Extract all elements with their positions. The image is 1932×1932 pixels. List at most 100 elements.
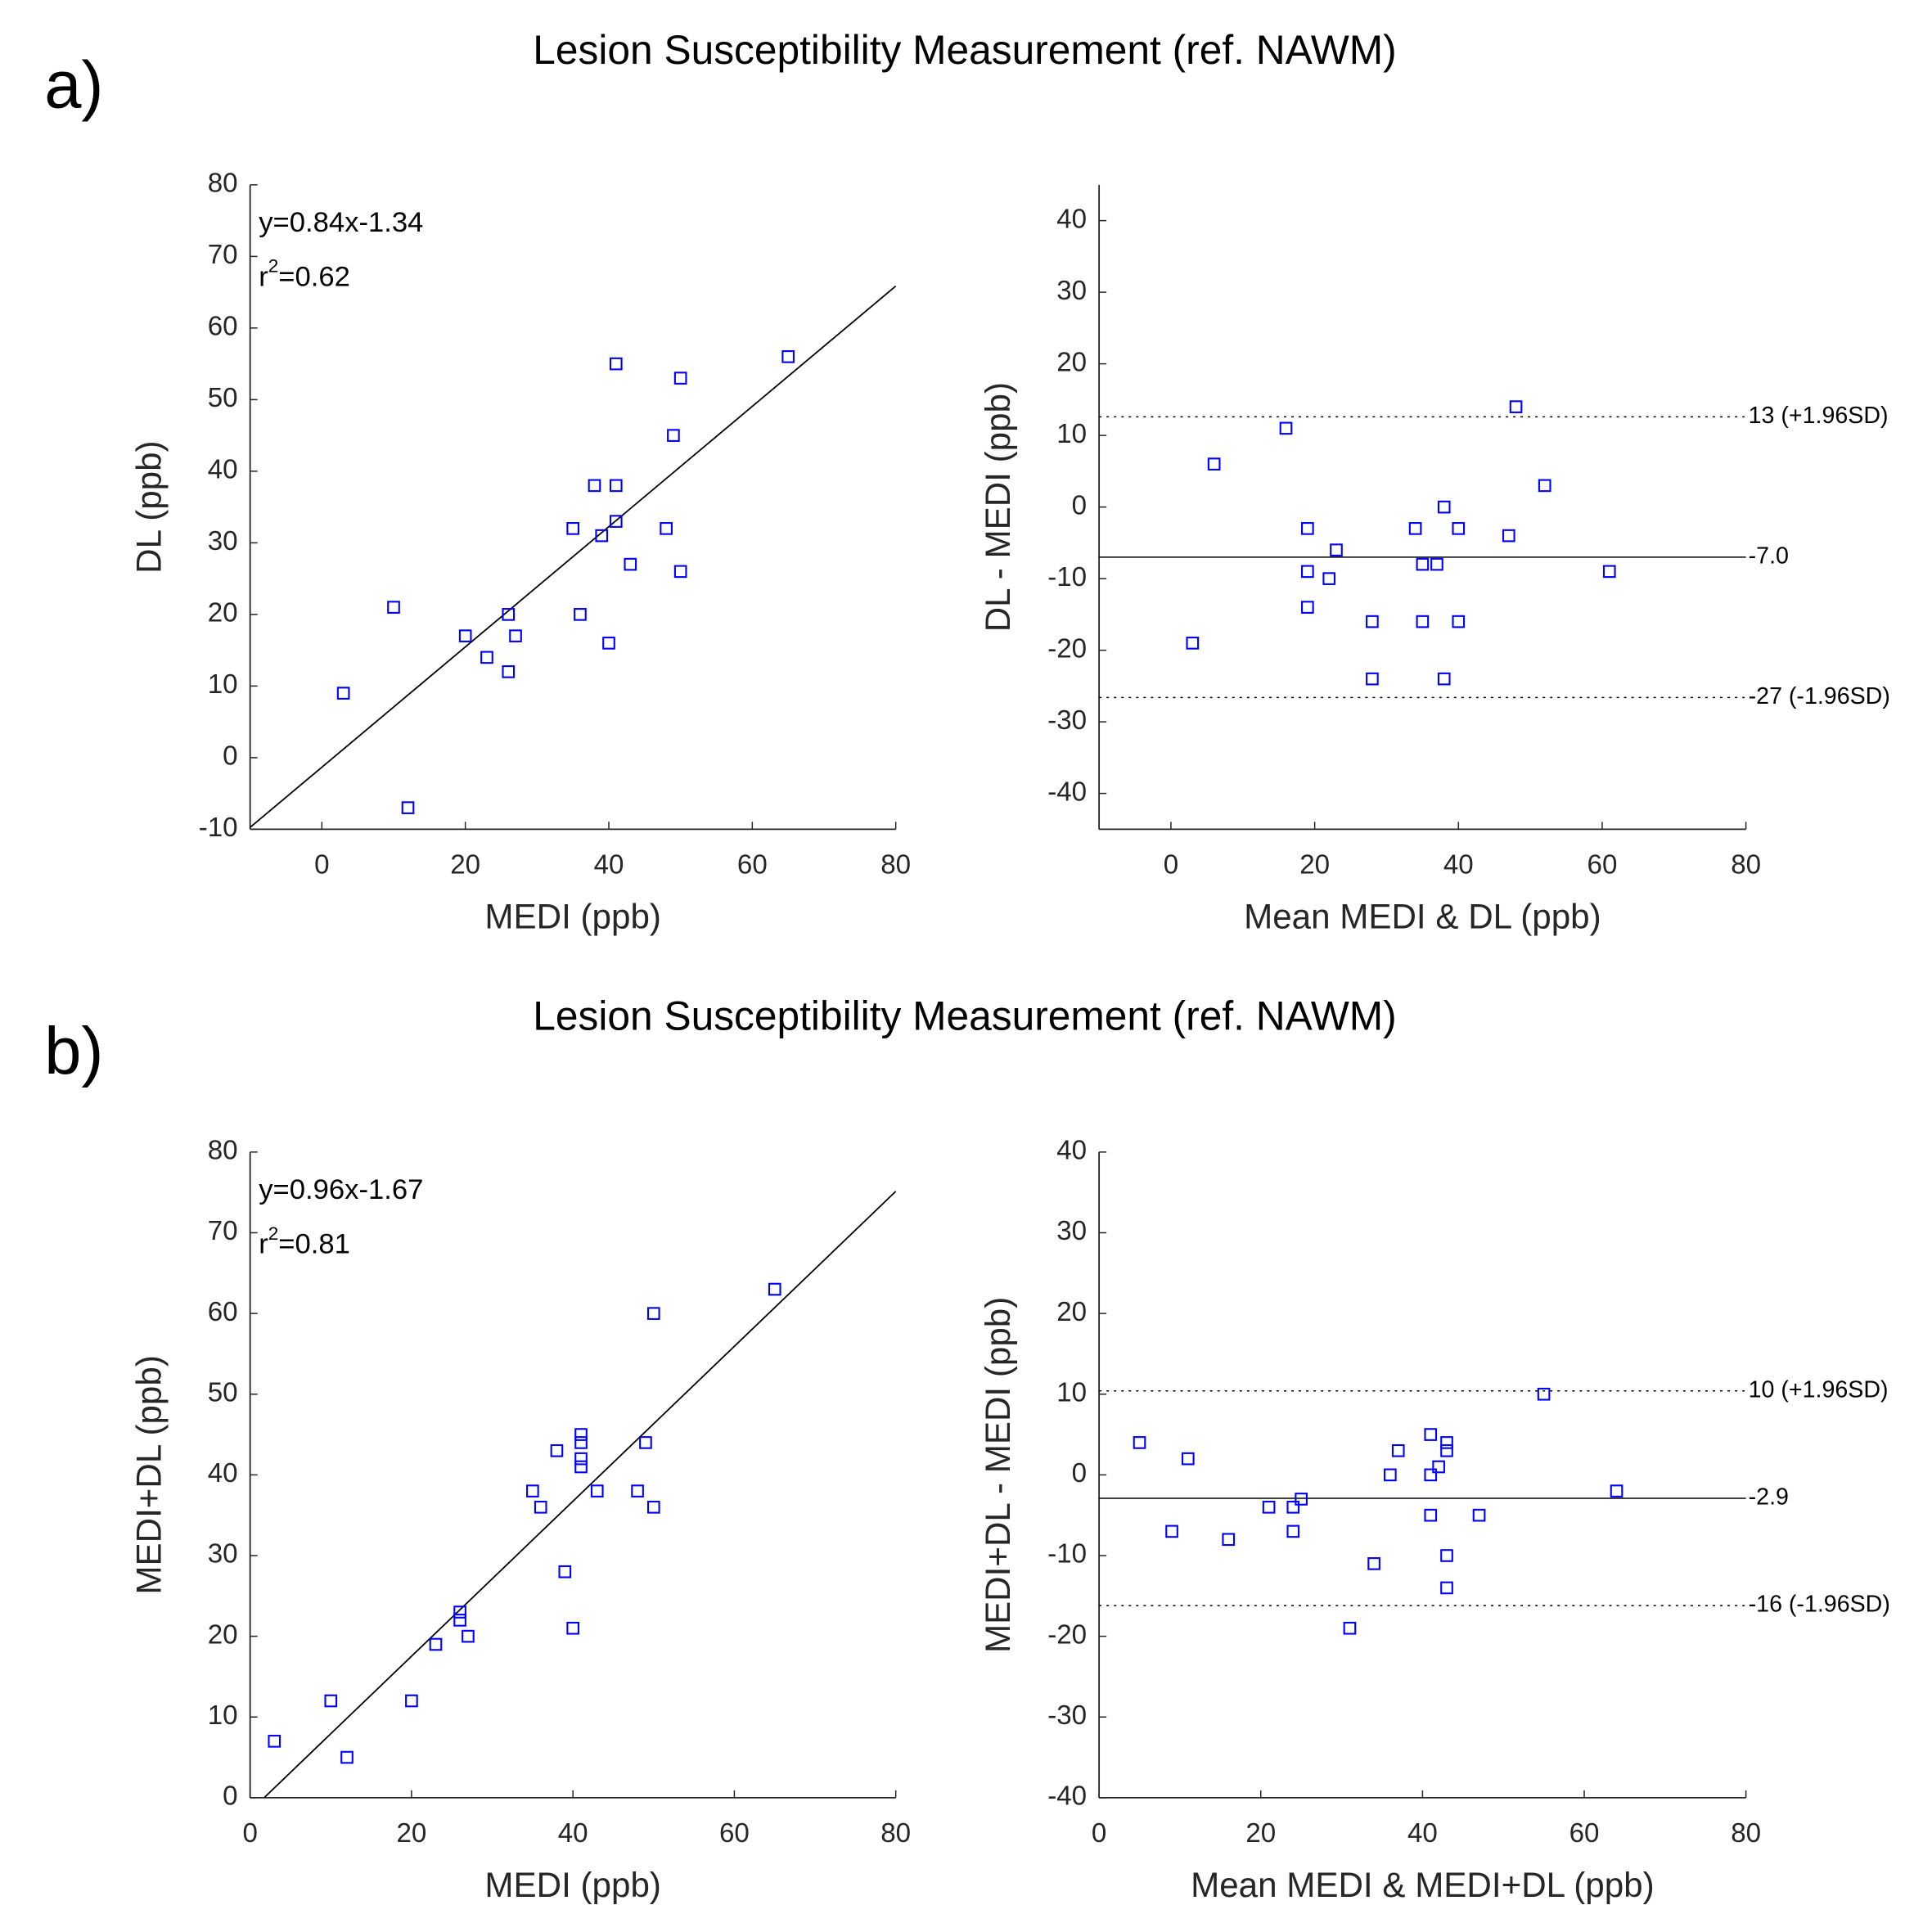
point (509, 629, 522, 642)
point (387, 601, 400, 614)
y-tick-label: 0 (223, 1781, 237, 1812)
point (1186, 637, 1200, 650)
point (595, 529, 609, 543)
point (1181, 1452, 1195, 1466)
y-tick-label: -10 (199, 813, 238, 843)
y-tick-label: 50 (208, 383, 238, 413)
x-tick-label: 80 (880, 1818, 911, 1849)
point (401, 801, 415, 814)
reference-label: -7.0 (1749, 543, 1789, 569)
x-axis-label: MEDI (ppb) (484, 897, 661, 935)
x-tick-label: 0 (314, 849, 329, 880)
point (781, 350, 795, 363)
reference-label: -16 (-1.96SD) (1749, 1592, 1890, 1618)
point (1286, 1524, 1300, 1538)
x-tick-label: 80 (880, 849, 911, 880)
point (1207, 457, 1221, 471)
x-tick-label: 60 (719, 1818, 750, 1849)
x-tick-label: 0 (242, 1818, 257, 1849)
point (624, 557, 637, 571)
point (574, 1460, 588, 1474)
y-tick-label: 40 (208, 455, 238, 485)
point (534, 1500, 547, 1514)
point (566, 522, 579, 535)
point (1343, 1621, 1357, 1635)
point (1391, 1443, 1405, 1457)
point (480, 651, 493, 664)
point (1262, 1500, 1276, 1514)
y-tick-label: -40 (1047, 777, 1087, 807)
point (429, 1637, 443, 1651)
point (1452, 522, 1466, 535)
y-tick-label: 30 (208, 526, 238, 556)
x-tick-label: 60 (737, 849, 768, 880)
point (602, 637, 615, 650)
point (336, 687, 350, 700)
x-axis-label: Mean MEDI & MEDI+DL (ppb) (1191, 1866, 1655, 1904)
point (1366, 615, 1379, 628)
point (1432, 1460, 1445, 1474)
point (588, 479, 601, 493)
y-tick-label: 40 (1056, 204, 1087, 234)
x-tick-label: 40 (1407, 1818, 1438, 1849)
y-tick-label: 50 (208, 1377, 238, 1407)
y-axis-label: MEDI+DL (ppb) (129, 1355, 168, 1594)
reference-label: -27 (-1.96SD) (1749, 683, 1890, 709)
point (590, 1484, 604, 1497)
y-tick-label: 20 (208, 598, 238, 628)
point (462, 1629, 475, 1643)
point (1133, 1436, 1146, 1449)
point (1538, 479, 1551, 493)
reference-label: 13 (+1.96SD) (1749, 403, 1889, 429)
point (1424, 1468, 1438, 1482)
y-tick-label: -10 (1047, 562, 1087, 592)
point (1301, 522, 1314, 535)
point (1367, 1557, 1380, 1570)
r-squared-base: r (259, 261, 268, 292)
reference-label: 10 (+1.96SD) (1749, 1376, 1889, 1403)
point (660, 522, 673, 535)
y-tick-label: 10 (208, 1700, 238, 1731)
point (1440, 1443, 1453, 1457)
y-tick-label: 60 (208, 312, 238, 342)
r-squared-value: =0.62 (278, 261, 350, 292)
point (1322, 572, 1336, 585)
r-squared-base: r (259, 1228, 268, 1259)
point (673, 565, 687, 579)
x-tick-label: 20 (1299, 849, 1330, 880)
x-axis-label: Mean MEDI & DL (ppb) (1244, 897, 1601, 935)
y-tick-label: 30 (1056, 276, 1087, 306)
point (324, 1694, 338, 1708)
y-tick-label: -20 (1047, 633, 1087, 664)
x-tick-label: 20 (1245, 1818, 1276, 1849)
point (609, 357, 623, 371)
point (574, 1452, 588, 1466)
y-tick-label: 60 (208, 1297, 238, 1327)
point (558, 1565, 572, 1578)
point (1424, 1428, 1438, 1441)
y-tick-label: 0 (1072, 490, 1087, 520)
point (1602, 565, 1616, 579)
panel-label: b) (44, 1014, 103, 1088)
point (574, 1428, 588, 1441)
point (1440, 1549, 1453, 1562)
point (502, 608, 516, 621)
x-tick-label: 40 (594, 849, 624, 880)
x-tick-label: 60 (1569, 1818, 1600, 1849)
y-tick-label: -30 (1047, 705, 1087, 736)
x-tick-label: 40 (1443, 849, 1474, 880)
y-tick-label: 80 (208, 169, 238, 199)
x-tick-label: 80 (1731, 1818, 1761, 1849)
y-tick-label: -30 (1047, 1700, 1087, 1731)
point (574, 1436, 588, 1449)
point (1301, 601, 1314, 614)
y-tick-label: 20 (1056, 1297, 1087, 1327)
y-tick-label: 40 (208, 1458, 238, 1488)
r-squared-sup: 2 (268, 1223, 279, 1244)
point (646, 1307, 660, 1320)
point (550, 1443, 564, 1457)
y-axis-label: DL - MEDI (ppb) (979, 382, 1017, 632)
point (1286, 1500, 1300, 1514)
y-tick-label: 20 (1056, 347, 1087, 377)
